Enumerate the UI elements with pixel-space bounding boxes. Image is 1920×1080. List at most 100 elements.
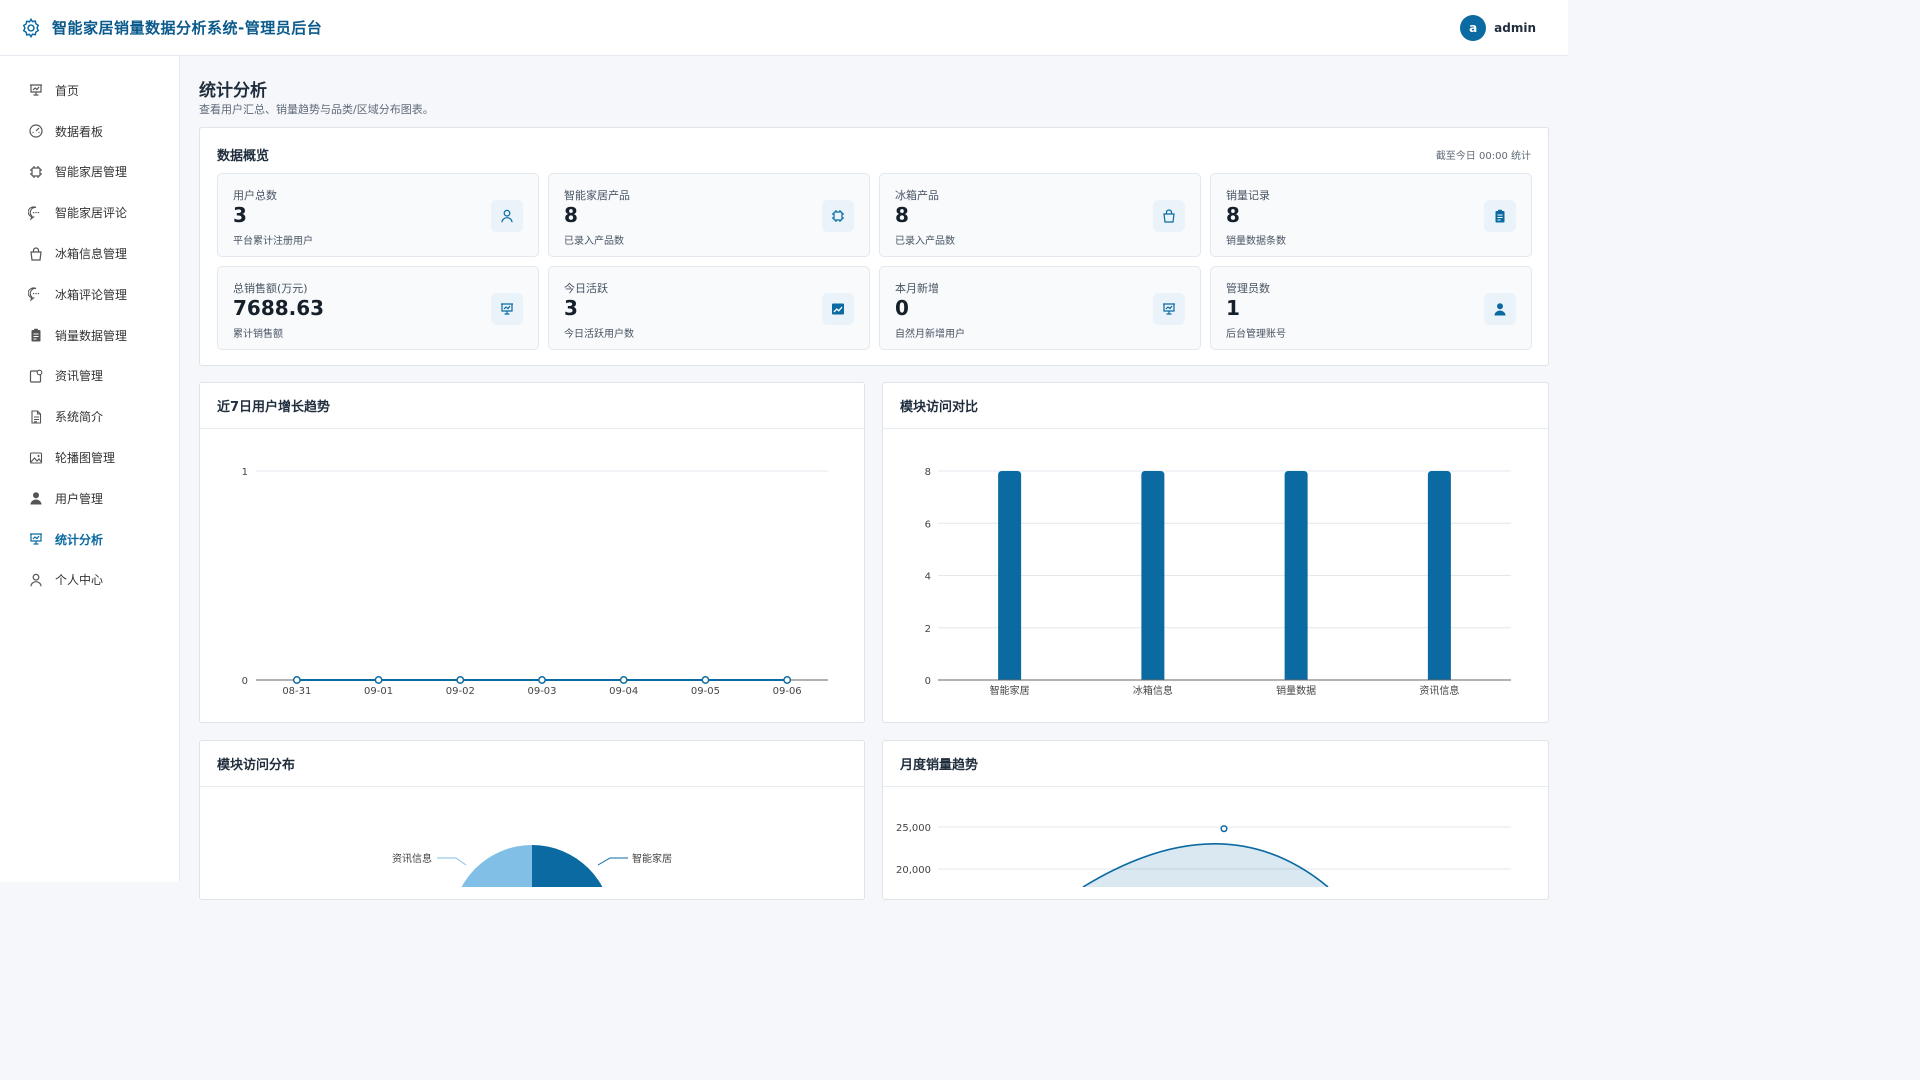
sidebar-item-label: 系统简介 [55, 410, 104, 425]
stat-desc: 已录入产品数 [895, 236, 955, 247]
stat-desc: 销量数据条数 [1226, 236, 1286, 247]
x-tick-label: 09-02 [446, 686, 475, 697]
sidebar-item-label: 首页 [55, 83, 80, 98]
y-tick-label: 20,000 [896, 865, 931, 876]
data-point [374, 676, 383, 684]
presentation-icon [501, 303, 513, 315]
module-dist-card: 模块访问分布 智能家居 资讯信息 [199, 740, 865, 900]
user-menu[interactable]: a admin [1460, 15, 1536, 41]
chip-icon [30, 165, 42, 178]
sidebar-item-label: 用户管理 [55, 491, 104, 506]
bag-icon [30, 246, 42, 261]
gauge-icon [29, 124, 43, 138]
stat-desc: 平台累计注册用户 [233, 236, 313, 247]
sidebar-item[interactable]: 轮播图管理 [0, 437, 179, 478]
sidebar: 首页数据看板智能家居管理智能家居评论 冰箱信息管理 冰箱评论管理 销量数据管理资讯管理… [0, 56, 180, 882]
stat-label: 用户总数 [233, 189, 277, 202]
sidebar-item[interactable]: 数据看板 [0, 111, 179, 152]
sidebar-item[interactable]: 系统简介 [0, 396, 179, 437]
monthly-sales-title: 月度销量趋势 [883, 741, 1548, 787]
stat-value: 8 [1226, 203, 1240, 227]
monthly-sales-chart: 20,000 25,000 [896, 823, 1511, 887]
sidebar-item[interactable]: 个人中心 [0, 560, 179, 601]
stat-label: 今日活跃 [564, 282, 608, 295]
stat-value: 7688.63 [233, 296, 325, 320]
main-content: 统计分析 查看用户汇总、销量趋势与品类/区域分布图表。 数据概览 截至今日 00… [199, 76, 1549, 900]
page-subtitle: 查看用户汇总、销量趋势与品类/区域分布图表。 [199, 103, 434, 116]
stat-label: 本月新增 [895, 282, 939, 295]
user-icon [501, 209, 513, 223]
stat-icon-badge [491, 200, 523, 232]
stat-value: 0 [895, 296, 909, 320]
brand[interactable]: 智能家居销量数据分析系统-管理员后台 [20, 17, 322, 39]
sidebar-item[interactable]: 销量数据管理 [0, 315, 179, 356]
username[interactable]: admin [1494, 21, 1536, 35]
avatar[interactable]: a [1460, 15, 1487, 41]
module-compare-title: 模块访问对比 [883, 383, 1548, 429]
stat-desc: 后台管理账号 [1226, 329, 1286, 340]
sidebar-item[interactable]: 资讯管理 [0, 356, 179, 397]
x-tick-label: 09-03 [527, 686, 556, 697]
stat-desc: 今日活跃用户数 [564, 329, 634, 340]
sidebar-item[interactable]: 冰箱信息管理 [0, 233, 179, 274]
stat-icon-badge [822, 293, 854, 325]
stat-label: 总销售额(万元) [233, 282, 308, 295]
y-tick-label: 0 [242, 676, 248, 687]
document-icon [31, 410, 42, 424]
stat-value: 3 [233, 203, 247, 227]
user-growth-card: 近7日用户增长趋势 0 1 08-31 09-01 09-02 09-03 09-04 09-… [199, 382, 865, 723]
top-bar: 智能家居销量数据分析系统-管理员后台 a admin [0, 0, 1568, 56]
stat-label: 智能家居产品 [564, 189, 630, 202]
sidebar-item[interactable]: 智能家居评论 [0, 192, 179, 233]
sidebar-item[interactable]: 智能家居管理 [0, 152, 179, 193]
stat-value: 1 [1226, 296, 1240, 320]
data-overview-panel: 数据概览 截至今日 00:00 统计 用户总数 3 平台累计注册用户 智能家居产品 8 已… [199, 127, 1549, 366]
bar [1427, 471, 1451, 680]
data-point [619, 676, 628, 684]
pie-slice [461, 845, 532, 887]
stat-value: 8 [895, 203, 909, 227]
stat-value: 3 [564, 296, 578, 320]
chip-icon [832, 210, 844, 222]
stat-card: 管理员数 1 后台管理账号 [1210, 266, 1532, 350]
sidebar-item-label: 统计分析 [55, 532, 104, 547]
clipboard-icon [31, 328, 41, 342]
bar [998, 471, 1022, 680]
data-point [456, 676, 465, 684]
sidebar-item[interactable]: 冰箱评论管理 [0, 274, 179, 315]
module-compare-card: 模块访问对比 0 2 4 6 8 智能家居 冰箱信息 销量数据 资讯信息 [882, 382, 1549, 723]
data-point [538, 676, 546, 684]
area-fill [1083, 843, 1328, 887]
presentation-icon [30, 84, 42, 96]
sidebar-item[interactable]: 用户管理 [0, 478, 179, 519]
stat-label: 销量记录 [1226, 189, 1270, 202]
comment-icon [28, 206, 40, 221]
trend-icon [832, 303, 844, 315]
sidebar-item-label: 资讯管理 [55, 369, 104, 384]
stat-card: 今日活跃 3 今日活跃用户数 [548, 266, 870, 350]
x-tick-label: 08-31 [282, 686, 311, 697]
x-tick-label: 09-05 [691, 686, 720, 697]
module-compare-chart: 0 2 4 6 8 智能家居 冰箱信息 销量数据 资讯信息 [925, 467, 1511, 697]
y-tick-label: 4 [925, 572, 931, 583]
x-tick-label: 冰箱信息 [1133, 684, 1173, 697]
stat-value: 8 [564, 203, 578, 227]
user-growth-chart: 0 1 08-31 09-01 09-02 09-03 09-04 09-05 09-06 [242, 467, 828, 697]
stat-icon-badge [822, 200, 854, 232]
sidebar-item[interactable]: 首页 [0, 70, 179, 111]
stat-card: 智能家居产品 8 已录入产品数 [548, 173, 870, 257]
data-point [292, 676, 301, 684]
x-tick-label: 资讯信息 [1419, 684, 1459, 697]
bar [1141, 471, 1165, 680]
stat-card: 用户总数 3 平台累计注册用户 [217, 173, 539, 257]
sidebar-item[interactable]: 统计分析 [0, 519, 179, 560]
y-tick-label: 8 [925, 467, 931, 478]
sidebar-item-label: 个人中心 [55, 573, 104, 588]
stat-label: 冰箱产品 [895, 189, 939, 202]
overview-note: 截至今日 00:00 统计 [1435, 151, 1531, 162]
y-tick-label: 2 [925, 624, 931, 635]
sidebar-item-label: 智能家居管理 [55, 165, 128, 180]
stat-icon-badge [1153, 200, 1185, 232]
presentation-icon [30, 533, 42, 545]
image-icon [29, 452, 43, 464]
